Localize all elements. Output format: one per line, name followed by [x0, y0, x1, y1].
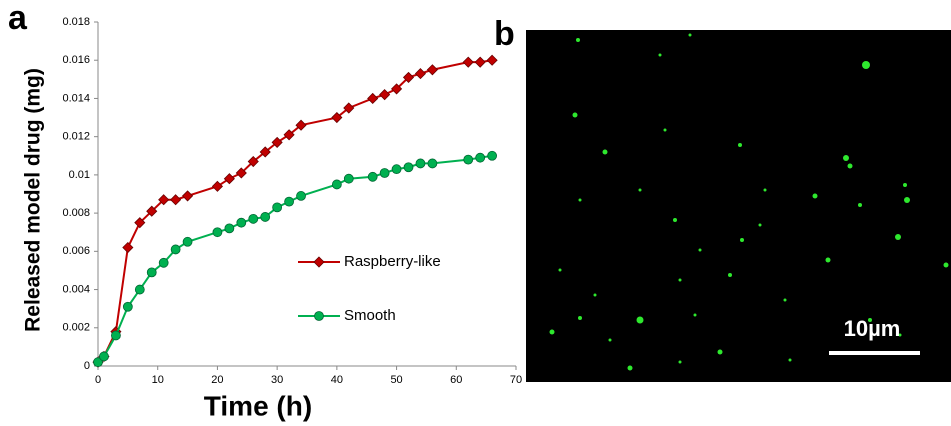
data-point	[111, 331, 120, 340]
data-point	[99, 352, 108, 361]
x-tick-label: 10	[152, 374, 164, 386]
data-point	[332, 180, 341, 189]
y-axis-title: Released model drug (mg)	[22, 68, 45, 332]
y-tick-label: 0.01	[69, 169, 90, 181]
legend-label: Raspberry-like	[344, 253, 441, 270]
data-point	[368, 172, 377, 181]
data-point	[212, 181, 222, 191]
data-point	[416, 159, 425, 168]
image-panel: 10µm b	[494, 15, 951, 382]
data-point	[464, 155, 473, 164]
data-point	[261, 212, 270, 221]
data-point	[123, 243, 133, 253]
data-point	[392, 165, 401, 174]
data-point	[249, 214, 258, 223]
data-point	[488, 151, 497, 160]
x-tick-label: 40	[331, 374, 343, 386]
data-point	[463, 57, 473, 67]
data-point	[476, 153, 485, 162]
y-tick-label: 0.006	[62, 245, 90, 257]
legend-marker	[314, 257, 324, 267]
y-tick-label: 0.008	[62, 207, 90, 219]
data-point	[404, 163, 413, 172]
data-point	[487, 55, 497, 65]
data-point	[225, 224, 234, 233]
data-point	[224, 174, 234, 184]
data-point	[213, 228, 222, 237]
y-tick-label: 0.016	[62, 54, 90, 66]
x-tick-label: 50	[390, 374, 402, 386]
data-point	[344, 174, 353, 183]
figure: a Time (h) Released model drug (mg) 10µm…	[0, 0, 951, 426]
data-point	[415, 69, 425, 79]
y-tick-label: 0.002	[62, 322, 90, 334]
y-tick-label: 0.018	[62, 16, 90, 28]
data-point	[285, 197, 294, 206]
legend-marker	[315, 312, 324, 321]
y-tick-label: 0.004	[62, 283, 90, 295]
x-tick-label: 30	[271, 374, 283, 386]
x-axis-title: Time (h)	[204, 390, 312, 421]
data-point	[147, 268, 156, 277]
scale-bar-label: 10µm	[844, 316, 901, 341]
legend-label: Smooth	[344, 307, 396, 324]
y-tick-label: 0.012	[62, 131, 90, 143]
y-tick-label: 0	[84, 360, 90, 372]
data-point	[297, 191, 306, 200]
data-point	[273, 203, 282, 212]
x-tick-label: 0	[95, 374, 101, 386]
data-point	[159, 258, 168, 267]
panel-label: b	[494, 15, 515, 53]
data-point	[183, 191, 193, 201]
data-point	[427, 65, 437, 75]
data-point	[428, 159, 437, 168]
x-tick-label: 70	[510, 374, 522, 386]
data-point	[475, 57, 485, 67]
data-point	[171, 245, 180, 254]
data-point	[171, 195, 181, 205]
data-point	[380, 90, 390, 100]
data-point	[237, 218, 246, 227]
data-point	[123, 302, 132, 311]
y-tick-label: 0.014	[62, 92, 90, 104]
data-point	[183, 237, 192, 246]
data-point	[135, 285, 144, 294]
x-tick-label: 20	[211, 374, 223, 386]
x-tick-label: 60	[450, 374, 462, 386]
panel-label: a	[8, 0, 28, 37]
data-point	[368, 93, 378, 103]
data-point	[380, 168, 389, 177]
